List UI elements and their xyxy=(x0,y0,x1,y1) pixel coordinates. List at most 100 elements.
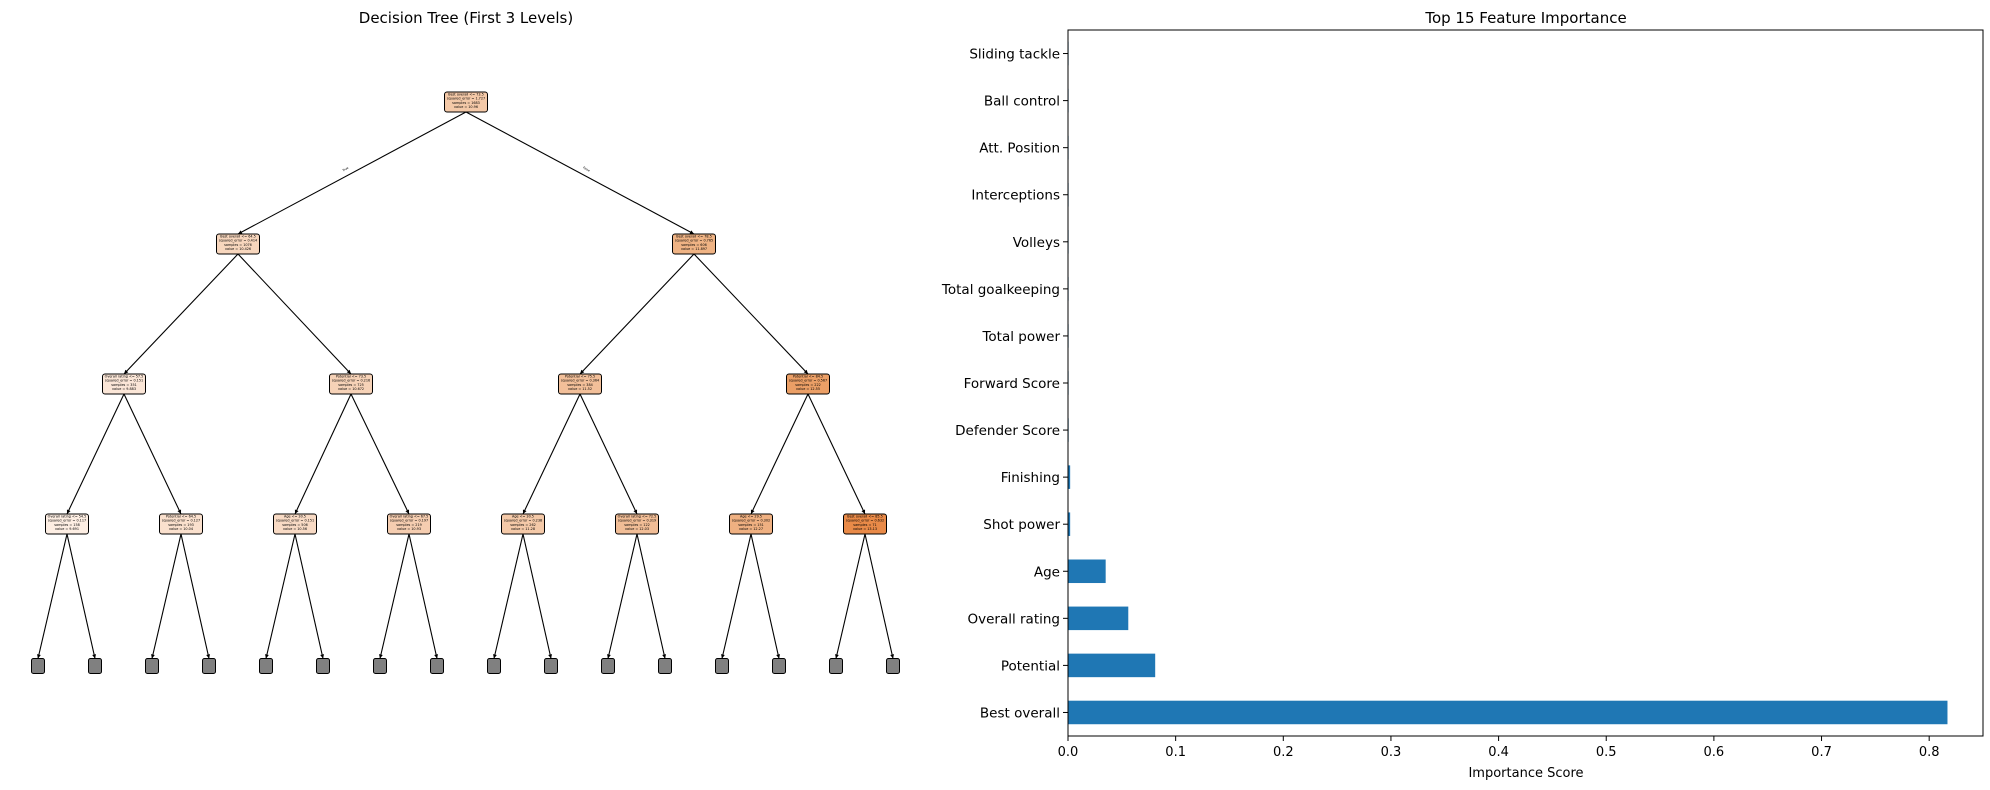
tree-edge-arrowhead xyxy=(890,654,895,659)
tree-edge-arrowhead xyxy=(607,654,611,659)
tree-node: Potential <= 64.5 squared_error = 0.127 sa… xyxy=(159,513,203,535)
tree-node-label: Potential <= 64.5 squared_error = 0.127 sa… xyxy=(162,514,200,531)
y-tick-label: Volleys xyxy=(1013,235,1060,251)
tree-edge-arrowhead xyxy=(206,654,211,659)
tree-edge-arrowhead xyxy=(346,369,351,374)
tree-node-label: Best overall <= 73.5 squared_error = 1.72… xyxy=(447,92,485,109)
tree-leaf-truncated xyxy=(487,658,501,674)
tree-edge xyxy=(835,533,866,659)
tree-node: Age <= 29.5 squared_error = 0.302 samples … xyxy=(729,513,773,535)
y-tick-label: Att. Position xyxy=(979,141,1060,157)
tree-node-label: Best overall <= 64.5 squared_error = 0.41… xyxy=(219,234,257,251)
tree-node: Potential <= 73.5 squared_error = 0.216 sa… xyxy=(329,373,373,395)
tree-node-label: Age <= 29.5 squared_error = 0.302 samples … xyxy=(732,514,770,531)
tree-edge xyxy=(607,533,638,659)
tree-edge-arrowhead xyxy=(294,509,299,514)
tree-edge-arrowhead xyxy=(493,654,497,659)
tree-leaf-truncated xyxy=(259,658,273,674)
tree-node: Potential <= 84.5 squared_error = 0.567 sa… xyxy=(786,373,830,395)
chart-title: Top 15 Feature Importance xyxy=(1424,9,1626,27)
tree-leaf-truncated xyxy=(88,658,102,674)
decision-tree-panel: Decision Tree (First 3 Levels) True False… xyxy=(31,9,900,674)
tree-edge-arrowhead xyxy=(177,509,182,514)
tree-node-label: Age <= 30.5 squared_error = 0.238 samples … xyxy=(504,514,542,531)
tree-edge-arrowhead xyxy=(434,654,439,659)
y-tick-label: Total goalkeeping xyxy=(941,282,1060,298)
tree-node-box xyxy=(159,513,203,535)
tree-leaf-truncated xyxy=(373,658,387,674)
tree-node-box xyxy=(843,513,887,535)
tree-edge xyxy=(237,111,467,235)
y-tick-label: Shot power xyxy=(983,517,1060,533)
tree-leaf-truncated xyxy=(829,658,843,674)
tree-node-box xyxy=(672,233,716,255)
tree-edge xyxy=(350,393,410,515)
tree-node-box xyxy=(216,233,260,255)
tree-leaf-truncated xyxy=(601,658,615,674)
tree-node-box xyxy=(786,373,830,395)
tree-node-label: Best overall <= 78.5 squared_error = 0.76… xyxy=(675,234,713,251)
y-tick-label: Ball control xyxy=(984,94,1060,110)
tree-edge-arrowhead xyxy=(750,509,755,514)
tree-edge xyxy=(693,253,809,375)
tree-edge xyxy=(408,533,438,659)
tree-edge-arrowhead xyxy=(835,654,839,659)
y-tick-label: Sliding tackle xyxy=(969,47,1060,63)
tree-node-box xyxy=(45,513,89,535)
x-axis-label: Importance Score xyxy=(1468,766,1583,781)
tree-edge-arrowhead xyxy=(320,654,325,659)
tree-leaf-truncated xyxy=(202,658,216,674)
tree-edge xyxy=(807,393,866,515)
tree-node: Overall rating <= 57.5 squared_error = 0.… xyxy=(102,373,146,395)
tree-edge xyxy=(237,253,352,375)
tree-node: Best overall <= 85.5 squared_error = 0.63… xyxy=(843,513,887,535)
tree-node: Best overall <= 64.5 squared_error = 0.41… xyxy=(216,233,260,255)
tree-leaf-truncated xyxy=(772,658,786,674)
tree-edge-arrowhead xyxy=(379,654,383,659)
y-axis-ticks: Best overall Potential Overall rating Age Sh… xyxy=(941,47,1068,721)
tree-edge-arrowhead xyxy=(721,654,725,659)
bars xyxy=(1068,41,1948,725)
tree-edge xyxy=(579,253,695,375)
tree-edge xyxy=(721,533,752,659)
x-tick-label: 0.4 xyxy=(1488,745,1509,760)
tree-node: Overall rating <= 54.5 squared_error = 0.… xyxy=(45,513,89,535)
tree-edge-arrowhead xyxy=(633,509,638,514)
tree-edge xyxy=(465,111,695,235)
tree-edge-arrowhead xyxy=(662,654,667,659)
tree-edge-arrowhead xyxy=(238,230,243,234)
x-tick-label: 0.3 xyxy=(1381,745,1402,760)
x-tick-label: 0.0 xyxy=(1058,745,1079,760)
tree-node-label: Potential <= 84.5 squared_error = 0.567 sa… xyxy=(789,374,827,391)
tree-node-label: Potential <= 75.5 squared_error = 0.364 sa… xyxy=(561,374,599,391)
tree-leaf-truncated xyxy=(430,658,444,674)
tree-node-box xyxy=(444,91,488,113)
bar xyxy=(1068,465,1071,489)
plot-frame xyxy=(1067,29,1984,737)
tree-leaf-truncated xyxy=(658,658,672,674)
tree-node: Best overall <= 78.5 squared_error = 0.76… xyxy=(672,233,716,255)
tree-edge xyxy=(294,533,324,659)
tree-node: Potential <= 75.5 squared_error = 0.364 sa… xyxy=(558,373,602,395)
tree-node-label: Overall rating <= 54.5 squared_error = 0.… xyxy=(48,514,87,531)
tree-edge xyxy=(265,533,296,659)
tree-edge-arrowhead xyxy=(37,654,41,659)
tree-edge xyxy=(123,393,182,515)
x-tick-label: 0.1 xyxy=(1165,745,1186,760)
tree-node: Overall rating <= 72.5 squared_error = 0.… xyxy=(615,513,659,535)
tree-edge xyxy=(493,533,524,659)
tree-edge xyxy=(379,533,410,659)
tree-edge xyxy=(66,533,96,659)
y-tick-label: Age xyxy=(1034,564,1060,580)
tree-leaf-truncated xyxy=(316,658,330,674)
tree-edge-arrowhead xyxy=(522,509,527,514)
bar xyxy=(1068,653,1156,678)
tree-edge xyxy=(522,533,552,659)
y-tick-label: Total power xyxy=(981,329,1060,345)
tree-edge-arrowhead xyxy=(689,230,694,234)
tree-edge-arrowhead xyxy=(151,654,155,659)
tree-leaf-truncated xyxy=(544,658,558,674)
tree-edge-arrowhead xyxy=(265,654,269,659)
tree-leaf-truncated xyxy=(886,658,900,674)
tree-edge xyxy=(864,533,894,659)
